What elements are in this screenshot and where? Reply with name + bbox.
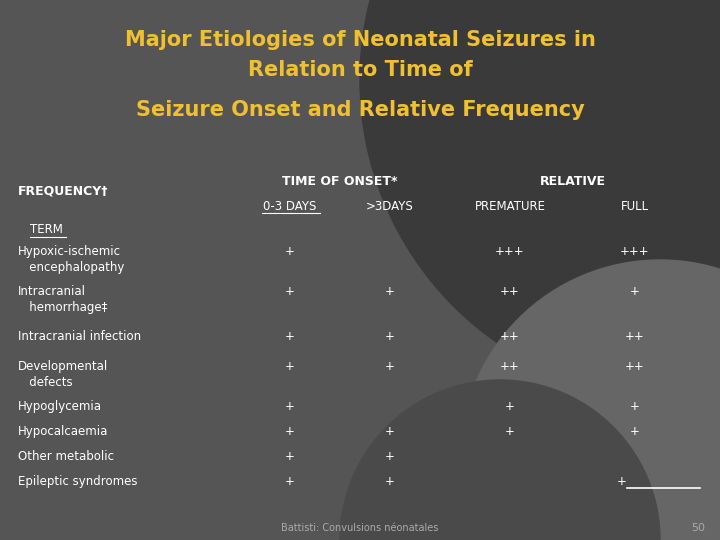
Circle shape: [460, 260, 720, 540]
Text: Battisti: Convulsions néonatales: Battisti: Convulsions néonatales: [282, 523, 438, 533]
Text: +: +: [285, 400, 295, 413]
Text: Intracranial: Intracranial: [18, 285, 86, 298]
Text: ++: ++: [625, 330, 645, 343]
Text: +: +: [505, 425, 515, 438]
Text: +: +: [285, 475, 295, 488]
Text: +: +: [285, 360, 295, 373]
Text: Hypoxic-ischemic: Hypoxic-ischemic: [18, 245, 121, 258]
Text: 50: 50: [691, 523, 705, 533]
Text: Developmental: Developmental: [18, 360, 108, 373]
Text: +: +: [285, 425, 295, 438]
Text: ++: ++: [500, 285, 520, 298]
Text: Relation to Time of: Relation to Time of: [248, 60, 472, 80]
Text: >3DAYS: >3DAYS: [366, 200, 414, 213]
Text: encephalopathy: encephalopathy: [18, 261, 125, 274]
Text: defects: defects: [18, 376, 73, 389]
Text: Hypoglycemia: Hypoglycemia: [18, 400, 102, 413]
Text: +: +: [617, 475, 627, 488]
Text: Hypocalcaemia: Hypocalcaemia: [18, 425, 109, 438]
Text: ++: ++: [625, 360, 645, 373]
Text: +: +: [505, 400, 515, 413]
Text: Major Etiologies of Neonatal Seizures in: Major Etiologies of Neonatal Seizures in: [125, 30, 595, 50]
Text: ++: ++: [500, 330, 520, 343]
Text: +: +: [385, 285, 395, 298]
Text: Epileptic syndromes: Epileptic syndromes: [18, 475, 138, 488]
Text: +: +: [285, 285, 295, 298]
Text: +: +: [385, 475, 395, 488]
Text: +: +: [285, 450, 295, 463]
Text: FREQUENCY†: FREQUENCY†: [18, 185, 109, 198]
Circle shape: [340, 380, 660, 540]
Text: FULL: FULL: [621, 200, 649, 213]
Text: Other metabolic: Other metabolic: [18, 450, 114, 463]
Text: +++: +++: [620, 245, 650, 258]
Text: +: +: [385, 425, 395, 438]
Text: +: +: [630, 425, 640, 438]
Text: +: +: [385, 330, 395, 343]
Text: +++: +++: [495, 245, 525, 258]
Text: Intracranial infection: Intracranial infection: [18, 330, 141, 343]
Text: RELATIVE: RELATIVE: [539, 175, 606, 188]
Text: +: +: [385, 360, 395, 373]
Text: +: +: [630, 285, 640, 298]
Text: 0-3 DAYS: 0-3 DAYS: [264, 200, 317, 213]
Text: +: +: [630, 400, 640, 413]
Text: Seizure Onset and Relative Frequency: Seizure Onset and Relative Frequency: [135, 100, 585, 120]
Text: +: +: [285, 330, 295, 343]
Text: +: +: [285, 245, 295, 258]
Text: hemorrhage‡: hemorrhage‡: [18, 301, 107, 314]
Text: ++: ++: [500, 360, 520, 373]
Text: +: +: [385, 450, 395, 463]
Circle shape: [360, 0, 720, 400]
Text: TIME OF ONSET*: TIME OF ONSET*: [282, 175, 397, 188]
Text: PREMATURE: PREMATURE: [474, 200, 546, 213]
Text: TERM: TERM: [30, 223, 63, 236]
